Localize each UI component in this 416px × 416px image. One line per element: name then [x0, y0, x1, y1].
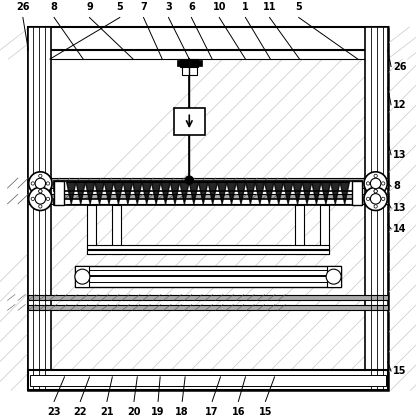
- Bar: [182, 64, 197, 75]
- Text: 18: 18: [176, 407, 189, 416]
- Circle shape: [374, 174, 377, 178]
- Polygon shape: [67, 182, 349, 204]
- Bar: [327, 266, 341, 287]
- Circle shape: [366, 197, 370, 201]
- Circle shape: [364, 172, 387, 195]
- Circle shape: [370, 193, 381, 204]
- Bar: [28, 27, 51, 390]
- Bar: [75, 266, 89, 287]
- Text: 26: 26: [393, 62, 406, 72]
- Bar: [198, 60, 202, 66]
- Text: 1: 1: [242, 2, 249, 12]
- Bar: [54, 181, 362, 191]
- Text: 19: 19: [151, 407, 165, 416]
- Text: 17: 17: [206, 407, 219, 416]
- Bar: [320, 205, 329, 254]
- Text: 10: 10: [213, 2, 226, 12]
- Bar: [54, 181, 64, 205]
- Bar: [30, 50, 386, 59]
- Text: 26: 26: [16, 2, 30, 12]
- Text: 16: 16: [232, 407, 245, 416]
- Bar: [365, 27, 388, 390]
- Bar: [30, 375, 386, 386]
- Text: 20: 20: [127, 407, 141, 416]
- Text: 9: 9: [86, 2, 93, 12]
- Circle shape: [35, 193, 46, 204]
- Text: 5: 5: [116, 2, 123, 12]
- Circle shape: [31, 182, 35, 185]
- Bar: [352, 181, 362, 205]
- Circle shape: [39, 189, 42, 193]
- Circle shape: [326, 269, 341, 284]
- Text: 21: 21: [100, 407, 114, 416]
- Circle shape: [381, 182, 385, 185]
- Bar: [28, 370, 388, 390]
- Circle shape: [29, 187, 52, 210]
- Bar: [174, 108, 205, 135]
- Bar: [28, 27, 388, 50]
- Bar: [180, 59, 198, 67]
- Bar: [54, 199, 362, 205]
- Circle shape: [35, 178, 46, 189]
- Circle shape: [185, 176, 193, 184]
- Text: 22: 22: [74, 407, 87, 416]
- Bar: [177, 60, 180, 66]
- Circle shape: [374, 205, 377, 208]
- Bar: [87, 245, 329, 249]
- Text: 15: 15: [393, 366, 406, 376]
- Text: 5: 5: [295, 2, 302, 12]
- Circle shape: [374, 190, 377, 193]
- Circle shape: [370, 178, 381, 189]
- Bar: [87, 250, 329, 254]
- Text: 7: 7: [140, 2, 147, 12]
- Text: 13: 13: [393, 203, 406, 213]
- Text: 15: 15: [259, 407, 272, 416]
- Bar: [87, 205, 96, 254]
- Circle shape: [75, 269, 90, 284]
- Text: 8: 8: [51, 2, 57, 12]
- Text: 13: 13: [393, 150, 406, 160]
- Bar: [295, 205, 304, 254]
- Bar: [28, 295, 388, 300]
- Bar: [77, 276, 339, 282]
- Bar: [28, 178, 388, 188]
- Text: 23: 23: [47, 407, 61, 416]
- Bar: [28, 27, 388, 390]
- Bar: [28, 194, 388, 204]
- Bar: [75, 266, 341, 287]
- Text: 12: 12: [393, 100, 406, 110]
- Circle shape: [39, 190, 42, 193]
- Bar: [28, 305, 388, 310]
- Circle shape: [374, 189, 377, 193]
- Text: 14: 14: [393, 224, 406, 234]
- Text: 11: 11: [263, 2, 276, 12]
- Text: 6: 6: [188, 2, 195, 12]
- Circle shape: [29, 172, 52, 195]
- Bar: [77, 270, 339, 275]
- Circle shape: [39, 205, 42, 208]
- Circle shape: [39, 174, 42, 178]
- Text: 8: 8: [393, 181, 400, 191]
- Circle shape: [46, 182, 50, 185]
- Circle shape: [366, 182, 370, 185]
- Bar: [112, 205, 121, 254]
- Circle shape: [46, 197, 50, 201]
- Circle shape: [381, 197, 385, 201]
- Circle shape: [31, 197, 35, 201]
- Text: 3: 3: [165, 2, 172, 12]
- Circle shape: [364, 187, 387, 210]
